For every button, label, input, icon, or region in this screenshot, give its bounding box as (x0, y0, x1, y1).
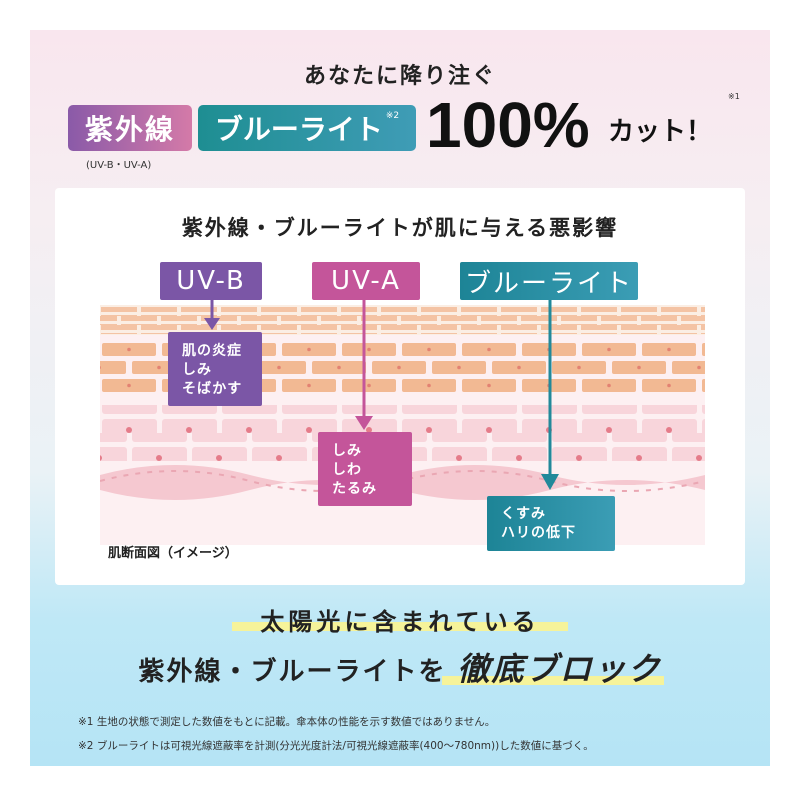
effect-item: くすみ (501, 506, 546, 522)
penetration-arrows (204, 300, 559, 490)
uva-label: UV-A (312, 262, 420, 300)
bluelight-badge: ブルーライト ※2 (198, 105, 416, 151)
footnote-2: ※2 ブルーライトは可視光線遮蔽率を計測(分光光度計法/可視光線遮蔽率(400〜… (78, 740, 594, 752)
effect-item: ハリの低下 (501, 525, 576, 541)
uv-sub-label: (UV-B・UV-A) (86, 160, 152, 171)
uvb-arrow-head (204, 318, 220, 330)
cut-text: カット！ (608, 117, 713, 147)
bottom-line-1: 太陽光に含まれている (260, 608, 540, 636)
bluelight-effects-box: くすみ ハリの低下 (487, 496, 615, 551)
effect-item: しみ (182, 362, 212, 378)
footnote-1: ※1 生地の状態で測定した数値をもとに記載。傘本体の性能を示す数値ではありません… (78, 716, 496, 728)
effect-item: 肌の炎症 (182, 343, 242, 359)
uvb-label-text: UV-B (176, 266, 246, 296)
effect-item: そばかす (182, 381, 243, 397)
headline-subtitle: あなたに降り注ぐ (303, 64, 496, 89)
highlight (232, 622, 568, 631)
effect-item: しみ (332, 443, 362, 459)
uvb-effects-box: 肌の炎症 しみ そばかす (168, 332, 262, 406)
effect-item: たるみ (332, 481, 377, 497)
bottom-line-2: 紫外線・ブルーライトを 徹底ブロック (0, 644, 800, 690)
uva-label-text: UV-A (331, 266, 401, 296)
bluelight-label-text: ブルーライト (464, 268, 633, 299)
uv-badge-label: 紫外線 (84, 113, 175, 146)
diagram-title: 紫外線・ブルーライトが肌に与える悪影響 (181, 216, 619, 240)
bluelight-arrow-head (541, 474, 559, 490)
bluelight-badge-label: ブルーライト (214, 113, 383, 146)
bluelight-label: ブルーライト (460, 262, 638, 300)
highlight (442, 676, 664, 685)
uva-arrow-head (355, 416, 373, 430)
effect-item: しわ (332, 462, 362, 478)
uva-effects-box: しみ しわ たるみ (318, 432, 412, 506)
skin-caption: 肌断面図（イメージ） (108, 546, 238, 561)
footnote-mark: ※1 (728, 92, 740, 101)
uv-badge: 紫外線 (68, 105, 192, 151)
footnote-mark: ※2 (385, 111, 400, 121)
bottom-line-2a: 紫外線・ブルーライトを (138, 657, 447, 687)
percent-value: 100% (426, 89, 590, 161)
uvb-label: UV-B (160, 262, 262, 300)
bottom-line-2b: 徹底ブロック (457, 650, 662, 688)
